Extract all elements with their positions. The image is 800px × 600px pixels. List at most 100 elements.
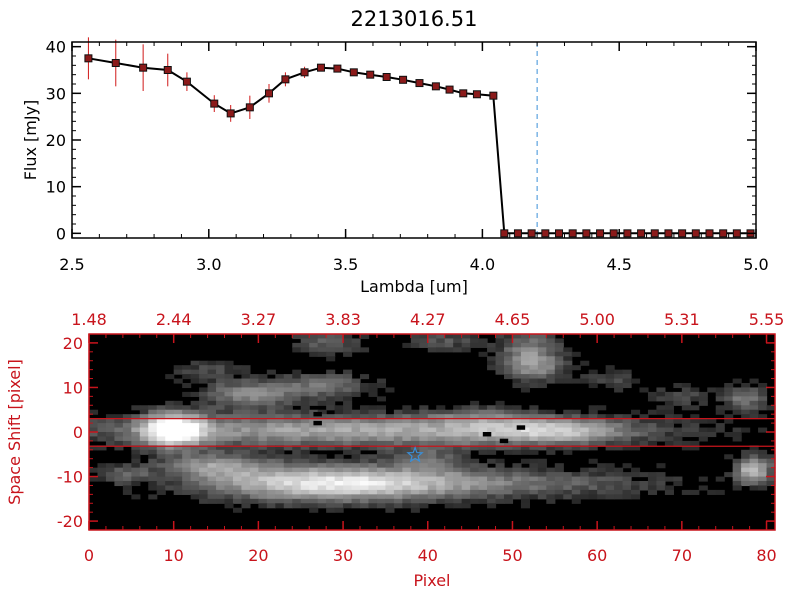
image-pixel bbox=[495, 409, 505, 415]
image-pixel bbox=[156, 458, 166, 464]
image-pixel bbox=[173, 481, 183, 487]
image-pixel bbox=[605, 432, 615, 438]
image-pixel bbox=[232, 436, 243, 442]
image-pixel bbox=[520, 383, 530, 389]
image-pixel bbox=[368, 423, 378, 429]
image-pixel bbox=[571, 436, 581, 442]
image-pixel bbox=[343, 405, 353, 411]
image-pixel bbox=[453, 485, 463, 491]
chart-title: 2213016.51 bbox=[351, 7, 478, 31]
image-pixel bbox=[393, 423, 403, 429]
image-pixel bbox=[343, 387, 353, 393]
image-pixel bbox=[249, 467, 259, 473]
image-pixel bbox=[512, 342, 522, 348]
image-pixel bbox=[360, 481, 370, 487]
image-pixel bbox=[546, 338, 556, 344]
image-pixel bbox=[495, 463, 505, 469]
image-pixel bbox=[190, 365, 200, 371]
image-pixel bbox=[436, 467, 446, 473]
image-pixel bbox=[309, 347, 319, 353]
image-pixel bbox=[453, 481, 463, 487]
image-pixel bbox=[715, 427, 725, 433]
image-pixel bbox=[199, 405, 209, 411]
image-pixel bbox=[571, 378, 581, 384]
image-pixel bbox=[758, 391, 768, 397]
image-pixel bbox=[639, 472, 649, 478]
image-pixel bbox=[317, 351, 327, 357]
image-pixel bbox=[427, 440, 437, 446]
image-pixel bbox=[199, 498, 209, 504]
image-pixel bbox=[258, 463, 268, 469]
image-pixel bbox=[131, 432, 141, 438]
image-pixel bbox=[232, 391, 243, 397]
image-pixel bbox=[681, 432, 691, 438]
image-pixel bbox=[410, 338, 420, 344]
image-pixel bbox=[749, 485, 759, 491]
image-pixel bbox=[241, 503, 251, 509]
image-pixel bbox=[503, 405, 514, 411]
image-pixel bbox=[292, 463, 302, 469]
image-pixel bbox=[241, 409, 251, 415]
image-pixel bbox=[554, 378, 564, 384]
image-pixel bbox=[402, 409, 412, 415]
image-pixel bbox=[309, 507, 319, 513]
image-pixel bbox=[664, 423, 674, 429]
image-pixel bbox=[326, 391, 336, 397]
image-pixel bbox=[199, 369, 209, 375]
image-pixel bbox=[461, 445, 471, 451]
image-pixel bbox=[664, 414, 674, 420]
image-pixel bbox=[224, 494, 234, 500]
image-pixel bbox=[89, 423, 99, 429]
image-pixel bbox=[207, 360, 217, 366]
image-pixel bbox=[758, 449, 768, 455]
top-y-label: Flux [mJy] bbox=[21, 100, 40, 181]
image-pixel bbox=[529, 418, 539, 424]
image-pixel bbox=[495, 458, 505, 464]
image-pixel bbox=[232, 440, 243, 446]
image-pixel bbox=[554, 338, 564, 344]
image-pixel bbox=[241, 418, 251, 424]
image-pixel bbox=[588, 436, 598, 442]
image-pixel bbox=[503, 338, 514, 344]
image-pixel bbox=[89, 445, 99, 451]
image-pixel bbox=[436, 440, 446, 446]
image-pixel bbox=[351, 463, 361, 469]
image-pixel bbox=[529, 427, 539, 433]
image-pixel bbox=[444, 338, 454, 344]
image-pixel bbox=[173, 427, 183, 433]
image-pixel bbox=[351, 347, 361, 353]
image-pixel bbox=[707, 418, 717, 424]
image-pixel bbox=[97, 463, 107, 469]
image-pixel bbox=[199, 494, 209, 500]
image-pixel bbox=[546, 360, 556, 366]
image-pixel bbox=[453, 414, 463, 420]
image-pixel bbox=[478, 489, 488, 495]
image-pixel bbox=[444, 489, 454, 495]
image-pixel bbox=[368, 436, 378, 442]
image-pixel bbox=[436, 436, 446, 442]
image-pixel bbox=[749, 387, 759, 393]
image-pixel bbox=[334, 342, 344, 348]
image-pixel bbox=[376, 454, 387, 460]
image-pixel bbox=[758, 476, 768, 482]
data-point bbox=[500, 229, 509, 238]
image-pixel bbox=[182, 440, 192, 446]
data-point bbox=[596, 229, 605, 238]
image-pixel bbox=[334, 338, 344, 344]
image-pixel bbox=[182, 454, 192, 460]
image-pixel bbox=[351, 378, 361, 384]
y-tick-label: 20 bbox=[46, 131, 66, 150]
image-pixel bbox=[182, 463, 192, 469]
image-pixel bbox=[410, 472, 420, 478]
image-pixel bbox=[360, 440, 370, 446]
image-pixel bbox=[487, 498, 497, 504]
image-pixel bbox=[326, 423, 336, 429]
image-pixel bbox=[554, 436, 564, 442]
image-pixel bbox=[419, 476, 429, 482]
data-point bbox=[732, 229, 741, 238]
image-pixel bbox=[758, 458, 768, 464]
image-pixel bbox=[216, 374, 226, 380]
image-pixel bbox=[207, 396, 217, 402]
image-pixel bbox=[283, 481, 293, 487]
image-pixel bbox=[385, 472, 395, 478]
